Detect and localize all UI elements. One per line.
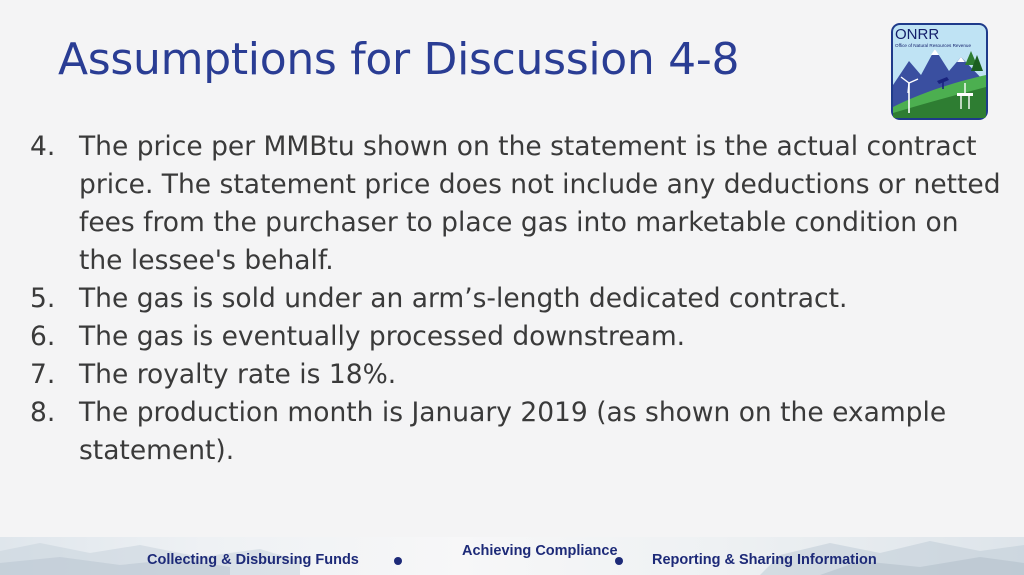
slide-title: Assumptions for Discussion 4-8 <box>58 34 740 85</box>
item-text: The royalty rate is 18%. <box>79 359 397 390</box>
onrr-logo: ONRR Office of Natural Resources Revenue <box>891 23 988 120</box>
footer-separator-dot <box>615 557 623 565</box>
list-item: 7. The royalty rate is 18%. <box>30 356 1005 394</box>
list-item: 5. The gas is sold under an arm’s-length… <box>30 280 1005 318</box>
item-number: 4. <box>30 131 56 162</box>
list-item: 4. The price per MMBtu shown on the stat… <box>30 128 1005 280</box>
item-text: The gas is sold under an arm’s-length de… <box>79 283 848 314</box>
assumption-list: 4. The price per MMBtu shown on the stat… <box>30 128 1005 470</box>
item-number: 5. <box>30 283 56 314</box>
item-text: The production month is January 2019 (as… <box>79 397 947 466</box>
logo-subtitle: Office of Natural Resources Revenue <box>895 43 972 48</box>
logo-name: ONRR <box>895 26 940 43</box>
item-number: 8. <box>30 397 56 428</box>
list-item: 6. The gas is eventually processed downs… <box>30 318 1005 356</box>
item-number: 7. <box>30 359 56 390</box>
item-text: The gas is eventually processed downstre… <box>79 321 686 352</box>
footer-item-compliance: Achieving Compliance <box>462 543 618 559</box>
item-number: 6. <box>30 321 56 352</box>
footer-bar: Collecting & Disbursing Funds Achieving … <box>0 537 1024 575</box>
footer-item-collecting: Collecting & Disbursing Funds <box>147 552 359 568</box>
footer-separator-dot <box>394 557 402 565</box>
footer-background-image <box>0 541 1024 575</box>
footer-item-reporting: Reporting & Sharing Information <box>652 552 877 568</box>
list-item: 8. The production month is January 2019 … <box>30 394 1005 470</box>
item-text: The price per MMBtu shown on the stateme… <box>79 131 1001 276</box>
onrr-logo-graphic <box>891 23 988 120</box>
